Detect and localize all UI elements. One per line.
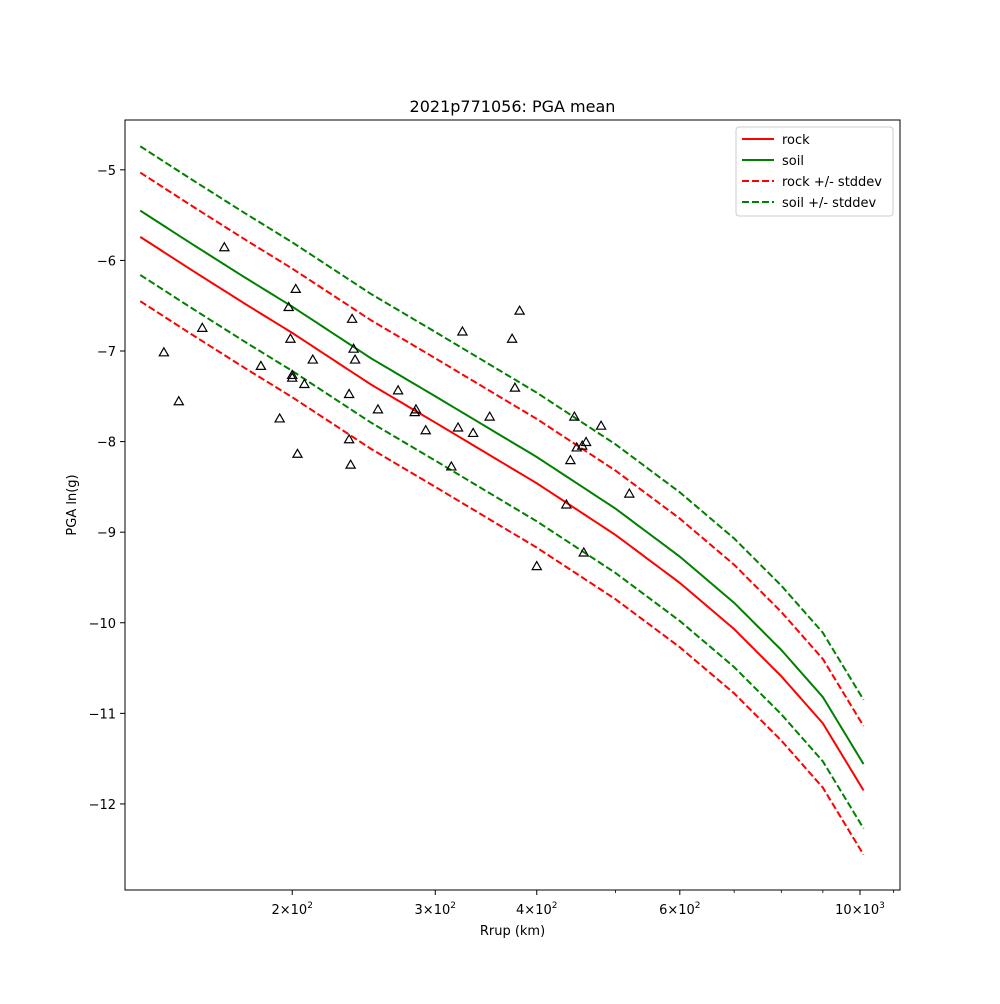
- observation-point: [344, 458, 357, 469]
- observation-point: [531, 560, 543, 571]
- legend-label: soil +/- stddev: [782, 196, 877, 211]
- series-line-1: [139, 209, 865, 765]
- observation-point: [513, 304, 526, 315]
- observation-point: [580, 436, 592, 447]
- observation-point: [173, 395, 185, 406]
- y-tick-label: −5: [97, 164, 116, 179]
- observation-point: [286, 369, 298, 380]
- observation-point: [506, 333, 518, 343]
- observation-point: [347, 342, 360, 353]
- observation-point: [298, 378, 310, 389]
- observation-point: [307, 353, 319, 364]
- observation-point: [372, 403, 384, 414]
- y-tick-label: −11: [89, 707, 116, 722]
- y-tick-label: −9: [97, 526, 116, 541]
- legend: rock soil rock +/- stddev soil +/- stddev: [735, 126, 894, 217]
- observation-point: [456, 325, 469, 336]
- observation-point: [595, 419, 607, 430]
- x-tick-label: 10×103: [835, 901, 885, 918]
- x-tick-label: 3×102: [415, 901, 456, 918]
- y-tick-label: −10: [89, 617, 116, 632]
- observation-point: [158, 346, 170, 357]
- plot-frame: [124, 119, 901, 891]
- observation-point: [218, 241, 230, 252]
- y-tick-label: −7: [97, 345, 116, 360]
- observation-point: [274, 412, 286, 423]
- y-axis-label: PGA ln(g): [65, 474, 80, 535]
- observation-point: [286, 371, 298, 382]
- observation-point: [255, 360, 267, 370]
- observation-point: [560, 498, 572, 509]
- y-axis-ticks: −12 −11 −10 −9 −8 −7 −6 −5: [89, 164, 125, 813]
- observation-point: [291, 448, 304, 458]
- observation-point: [484, 410, 496, 421]
- x-tick-label: 4×102: [516, 901, 557, 918]
- series-line-5: [139, 274, 865, 829]
- observation-point: [623, 487, 635, 498]
- y-tick-label: −12: [89, 798, 116, 813]
- series-line-4: [139, 145, 865, 701]
- observation-point: [343, 388, 355, 399]
- legend-box: [735, 126, 894, 217]
- series-line-0: [139, 236, 865, 791]
- observation-point: [452, 421, 464, 432]
- observation-point: [343, 433, 355, 444]
- observation-point: [349, 353, 361, 364]
- model-curves: [139, 145, 865, 856]
- observation-point: [445, 460, 457, 471]
- x-axis-ticks: 2×102 3×102 4×102 6×102 10×103: [271, 890, 895, 918]
- observation-point: [420, 424, 432, 435]
- observation-point: [467, 427, 479, 438]
- observation-point: [283, 301, 295, 312]
- chart-title: 2021p771056: PGA mean: [410, 97, 616, 116]
- legend-label: rock +/- stddev: [782, 175, 882, 190]
- x-tick-label: 6×102: [659, 901, 700, 918]
- observation-point: [564, 454, 577, 465]
- observation-point: [410, 403, 422, 414]
- x-axis-label: Rrup (km): [480, 924, 545, 939]
- legend-label: soil: [782, 154, 804, 169]
- observation-point: [284, 333, 297, 343]
- y-tick-label: −8: [97, 436, 116, 451]
- observation-point: [509, 381, 521, 392]
- observation-point: [290, 283, 302, 293]
- x-tick-label: 2×102: [271, 901, 312, 918]
- series-line-3: [139, 300, 865, 856]
- observation-points: [158, 241, 635, 571]
- y-tick-label: −6: [97, 254, 116, 269]
- series-line-2: [139, 171, 865, 727]
- observation-point: [392, 384, 404, 395]
- observation-point: [568, 410, 581, 421]
- observation-point: [346, 313, 358, 323]
- observation-point: [196, 322, 208, 332]
- observation-point: [578, 546, 590, 557]
- legend-label: rock: [782, 133, 810, 148]
